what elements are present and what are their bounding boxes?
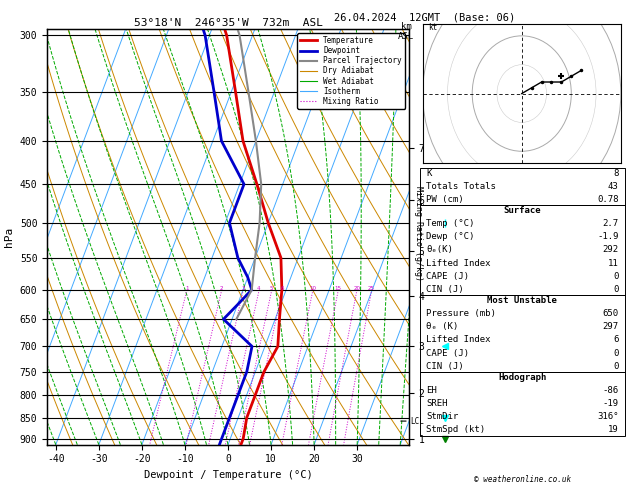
Text: 25: 25 bbox=[368, 286, 375, 291]
Text: 20: 20 bbox=[353, 286, 360, 291]
Text: 26.04.2024  12GMT  (Base: 06): 26.04.2024 12GMT (Base: 06) bbox=[334, 12, 515, 22]
Text: 4: 4 bbox=[257, 286, 260, 291]
Text: Hodograph: Hodograph bbox=[498, 373, 547, 382]
Text: Lifted Index: Lifted Index bbox=[426, 335, 491, 345]
Text: 11: 11 bbox=[608, 259, 618, 268]
Bar bbox=[420, 372, 625, 435]
Text: SREH: SREH bbox=[426, 399, 448, 408]
Text: 297: 297 bbox=[603, 322, 618, 331]
Text: 0: 0 bbox=[613, 362, 618, 371]
Text: 5: 5 bbox=[270, 286, 274, 291]
Text: Surface: Surface bbox=[504, 206, 541, 215]
Bar bbox=[420, 168, 625, 205]
Text: Dewp (°C): Dewp (°C) bbox=[426, 232, 475, 241]
Text: CIN (J): CIN (J) bbox=[426, 285, 464, 294]
Text: 292: 292 bbox=[603, 245, 618, 254]
Text: -86: -86 bbox=[603, 386, 618, 395]
Bar bbox=[420, 295, 625, 372]
Text: θₑ (K): θₑ (K) bbox=[426, 322, 459, 331]
Text: PW (cm): PW (cm) bbox=[426, 195, 464, 204]
Text: 10: 10 bbox=[309, 286, 316, 291]
Text: CAPE (J): CAPE (J) bbox=[426, 348, 469, 358]
Bar bbox=[420, 205, 625, 295]
Text: 650: 650 bbox=[603, 309, 618, 318]
X-axis label: Dewpoint / Temperature (°C): Dewpoint / Temperature (°C) bbox=[143, 470, 313, 480]
Text: 0: 0 bbox=[613, 285, 618, 294]
Text: 8: 8 bbox=[613, 169, 618, 177]
Text: 6: 6 bbox=[613, 335, 618, 345]
Title: 53°18'N  246°35'W  732m  ASL: 53°18'N 246°35'W 732m ASL bbox=[133, 18, 323, 28]
Text: CIN (J): CIN (J) bbox=[426, 362, 464, 371]
Text: Pressure (mb): Pressure (mb) bbox=[426, 309, 496, 318]
Text: Mixing Ratio (g/kg): Mixing Ratio (g/kg) bbox=[414, 186, 423, 281]
Y-axis label: hPa: hPa bbox=[4, 227, 14, 247]
Text: θₑ(K): θₑ(K) bbox=[426, 245, 453, 254]
Text: 0: 0 bbox=[613, 348, 618, 358]
Text: 3: 3 bbox=[242, 286, 245, 291]
Text: LCL: LCL bbox=[411, 417, 425, 426]
Text: 2.7: 2.7 bbox=[603, 219, 618, 228]
Text: 1: 1 bbox=[185, 286, 188, 291]
Text: Temp (°C): Temp (°C) bbox=[426, 219, 475, 228]
Text: kt: kt bbox=[428, 23, 437, 32]
Text: StmSpd (kt): StmSpd (kt) bbox=[426, 425, 486, 434]
Text: 43: 43 bbox=[608, 182, 618, 191]
Text: K: K bbox=[426, 169, 431, 177]
Text: 316°: 316° bbox=[597, 412, 618, 421]
Legend: Temperature, Dewpoint, Parcel Trajectory, Dry Adiabat, Wet Adiabat, Isotherm, Mi: Temperature, Dewpoint, Parcel Trajectory… bbox=[298, 33, 405, 109]
Text: 2: 2 bbox=[220, 286, 223, 291]
Text: Lifted Index: Lifted Index bbox=[426, 259, 491, 268]
Text: CAPE (J): CAPE (J) bbox=[426, 272, 469, 281]
Text: -1.9: -1.9 bbox=[597, 232, 618, 241]
Text: Most Unstable: Most Unstable bbox=[487, 296, 557, 305]
Text: km
ASL: km ASL bbox=[398, 22, 415, 41]
Text: Totals Totals: Totals Totals bbox=[426, 182, 496, 191]
Text: StmDir: StmDir bbox=[426, 412, 459, 421]
Text: 19: 19 bbox=[608, 425, 618, 434]
Text: © weatheronline.co.uk: © weatheronline.co.uk bbox=[474, 474, 571, 484]
Text: 0.78: 0.78 bbox=[597, 195, 618, 204]
Text: 6: 6 bbox=[281, 286, 284, 291]
Text: 15: 15 bbox=[335, 286, 342, 291]
Text: -19: -19 bbox=[603, 399, 618, 408]
Text: 0: 0 bbox=[613, 272, 618, 281]
Text: EH: EH bbox=[426, 386, 437, 395]
